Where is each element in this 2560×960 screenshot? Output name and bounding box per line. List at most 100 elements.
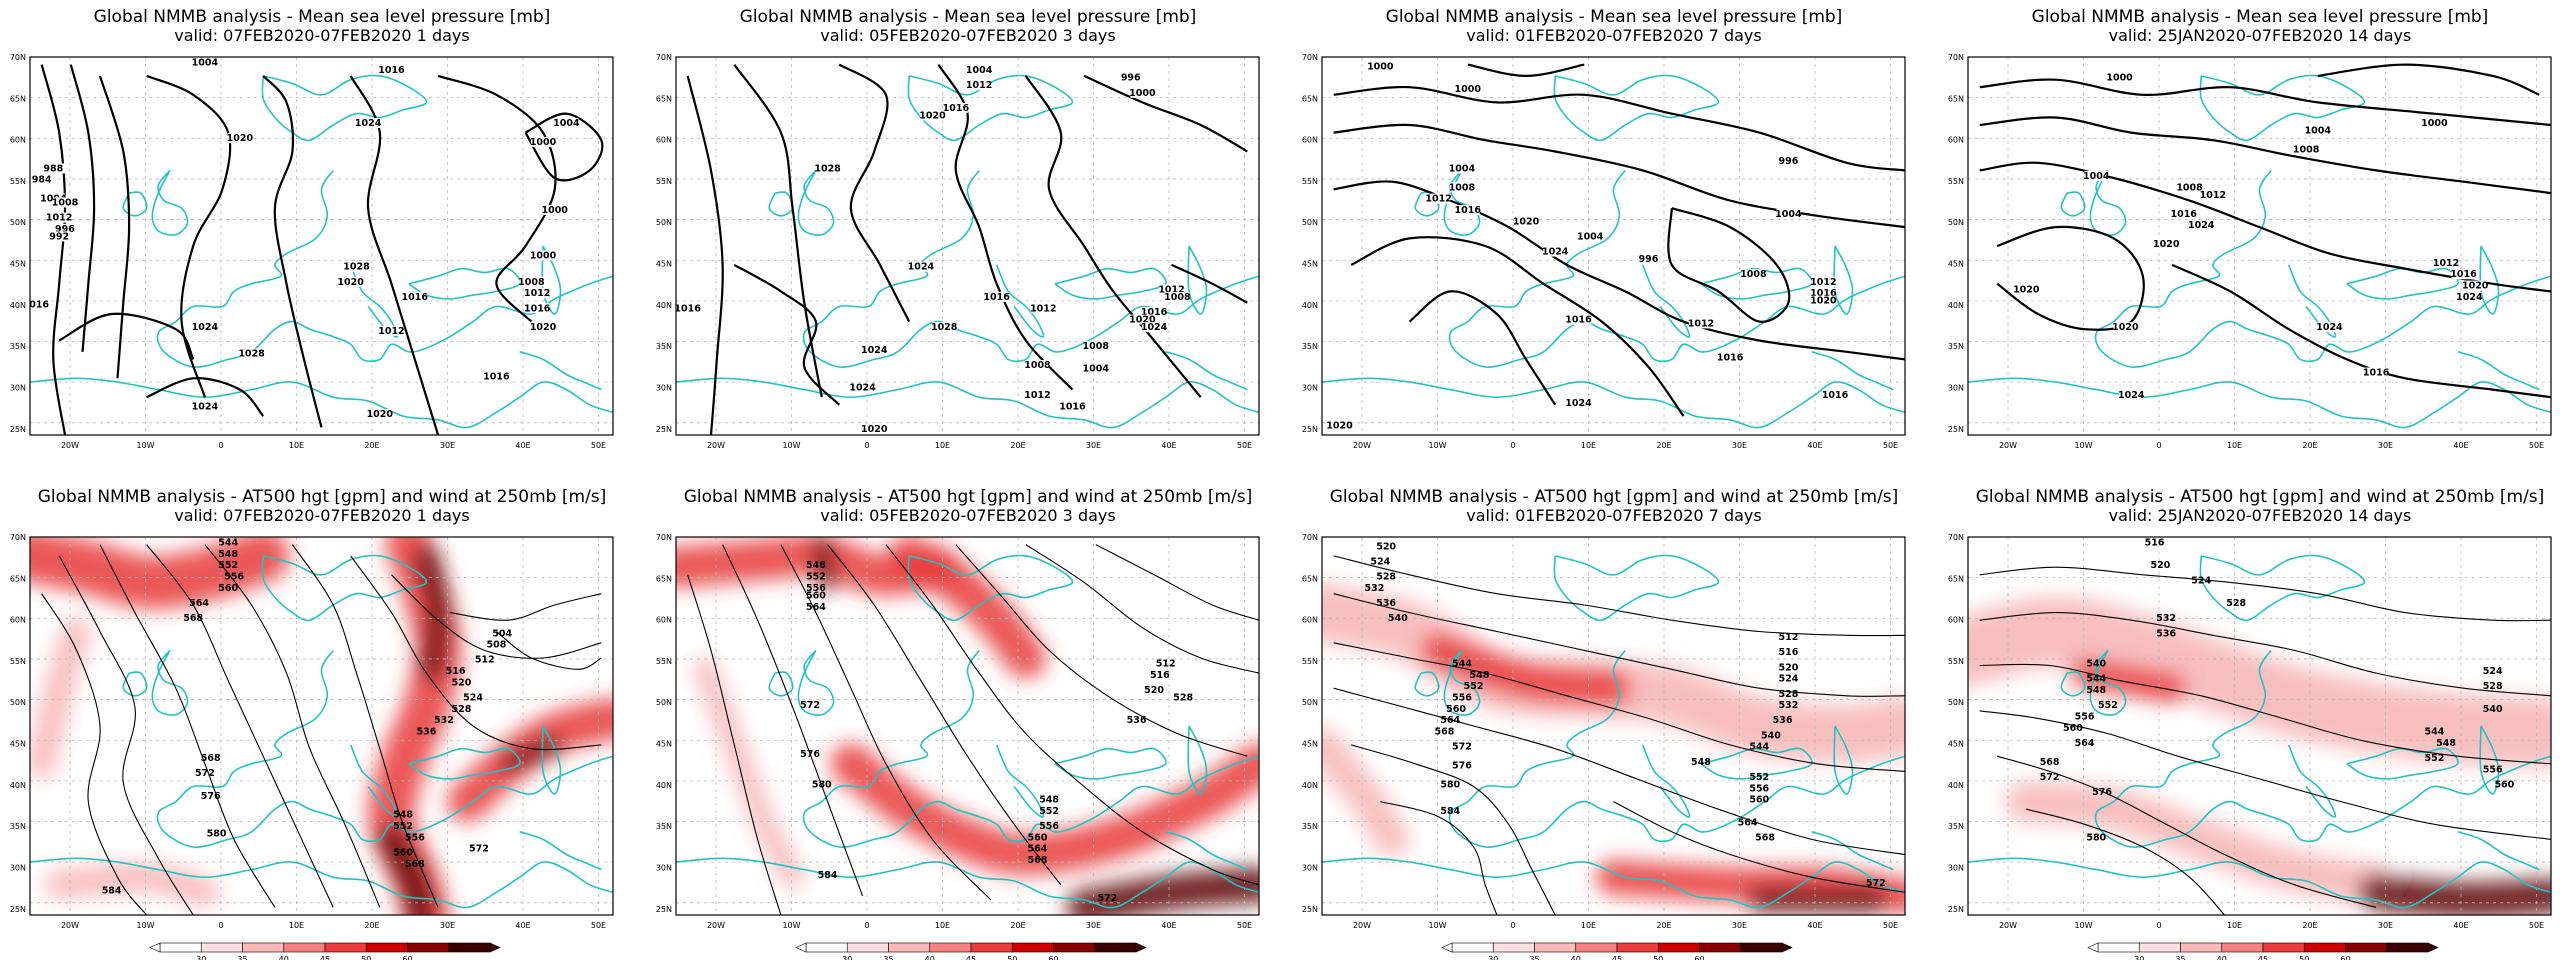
contour-label: 1016 [2363, 368, 2390, 379]
contour-label: 1012 [1030, 303, 1056, 314]
lon-tick: 10W [2074, 921, 2092, 930]
lat-tick: 55N [10, 657, 26, 666]
contour-label: 1012 [46, 213, 72, 224]
lat-tick: 35N [10, 342, 26, 351]
lon-tick: 10W [1428, 441, 1446, 450]
contour-label: 1016 [483, 371, 510, 382]
contour-label: 1020 [861, 424, 888, 435]
contour-line [1333, 555, 1905, 637]
lat-tick: 70N [656, 53, 672, 62]
colorbar-swatch [2386, 942, 2429, 953]
contour-label: 536 [2156, 628, 2176, 639]
lat-tick: 25N [656, 425, 672, 434]
contour-label: 560 [393, 848, 413, 859]
contour-line [955, 544, 1248, 757]
contour-label: 568 [201, 753, 221, 764]
colorbar-tick: 35 [883, 955, 893, 960]
wind-shading [30, 537, 613, 915]
contour-label: 1024 [2188, 220, 2215, 231]
coastline [408, 747, 521, 780]
contour-label-bg [1449, 182, 1474, 193]
contour-label: 1024 [192, 322, 219, 333]
panel-title: Global NMMB analysis - AT500 hgt [gpm] a… [1976, 487, 2545, 507]
lat-tick: 55N [1302, 657, 1318, 666]
lat-tick: 45N [1948, 740, 1964, 749]
lon-tick: 20E [364, 921, 379, 930]
map-area: 5205245285325365405445485525565605645685… [1322, 537, 1905, 915]
lon-tick: 0 [218, 441, 223, 450]
lat-tick: 65N [10, 94, 26, 103]
coastline [768, 671, 794, 697]
panel-valid-date: valid: 05FEB2020-07FEB2020 3 days [820, 506, 1115, 525]
colorbar-swatch [2345, 942, 2388, 953]
lat-tick: 40N [1948, 301, 1964, 310]
map-panel: Global NMMB analysis - AT500 hgt [gpm] a… [1948, 487, 2552, 960]
contour-label-bg [1159, 284, 1184, 295]
lat-tick: 70N [1948, 533, 1964, 542]
contour-label: 556 [224, 572, 244, 583]
lat-tick: 55N [1302, 177, 1318, 186]
colorbar-tick: 40 [1571, 955, 1581, 960]
contour-label: 1020 [1326, 420, 1353, 431]
lat-tick: 25N [656, 905, 672, 914]
contour-label: 528 [1778, 689, 1798, 700]
lon-tick: 40E [1161, 921, 1176, 930]
contour-line [1350, 236, 1685, 417]
lon-tick: 40E [2453, 921, 2468, 930]
contour-label: 1016 [23, 299, 50, 310]
colorbar-swatch [324, 942, 367, 953]
lon-tick: 10W [136, 441, 154, 450]
contour-label-bg [920, 110, 945, 121]
coastline [1641, 744, 1691, 818]
contour-line [349, 75, 440, 435]
lat-tick: 40N [1948, 781, 1964, 790]
lon-tick: 40E [1807, 441, 1822, 450]
contour-label: 1012 [966, 80, 992, 91]
colorbar-tick: 45 [2258, 955, 2268, 960]
contour-label: 564 [1028, 844, 1048, 855]
jet-band [2005, 781, 2397, 906]
coastline [2287, 744, 2337, 818]
contour-label: 1008 [1083, 341, 1110, 352]
contour-label: 1020 [1810, 296, 1837, 307]
contour-line [733, 63, 823, 398]
contour-label: 504 [492, 628, 512, 639]
lat-tick: 50N [656, 218, 672, 227]
contour-line [1979, 612, 2551, 697]
contour-label: 1004 [2083, 171, 2110, 182]
contour-label: 524 [463, 693, 483, 704]
coastline [1448, 169, 1905, 368]
contour-label-bg [1426, 193, 1451, 204]
jet-band [888, 537, 1047, 679]
contour-label: 544 [1749, 742, 1769, 753]
lon-tick: 30E [1086, 921, 1101, 930]
contour-line [350, 555, 602, 751]
contour-line [58, 555, 194, 915]
lat-tick: 25N [1302, 905, 1318, 914]
contour-label-bg [850, 382, 875, 393]
coastline [995, 744, 1045, 818]
contour-label-bg [525, 303, 550, 314]
contour-label: 1028 [238, 349, 265, 360]
contour-label: 556 [806, 583, 826, 594]
coastline [676, 857, 1259, 909]
coastline [156, 649, 613, 848]
lat-tick: 45N [1302, 260, 1318, 269]
lat-tick: 40N [1302, 781, 1318, 790]
contour-label: 1004 [1449, 163, 1476, 174]
contour-label: 1008 [1024, 360, 1051, 371]
contour-label-bg [367, 409, 392, 420]
contour-label: 1024 [2316, 322, 2343, 333]
contour-label: 1004 [1083, 364, 1110, 375]
colorbar-tick: 30 [2134, 955, 2144, 960]
lat-tick: 40N [10, 781, 26, 790]
contour-label: 552 [393, 821, 413, 832]
lon-tick: 50E [1237, 441, 1252, 450]
contour-label: 1016 [2450, 269, 2477, 280]
contour-label: 560 [2063, 723, 2083, 734]
colorbar-swatch [1492, 942, 1535, 953]
contour-line [437, 74, 557, 323]
lat-tick: 50N [1302, 698, 1318, 707]
contour-label-bg [862, 424, 887, 435]
lat-tick: 35N [656, 822, 672, 831]
